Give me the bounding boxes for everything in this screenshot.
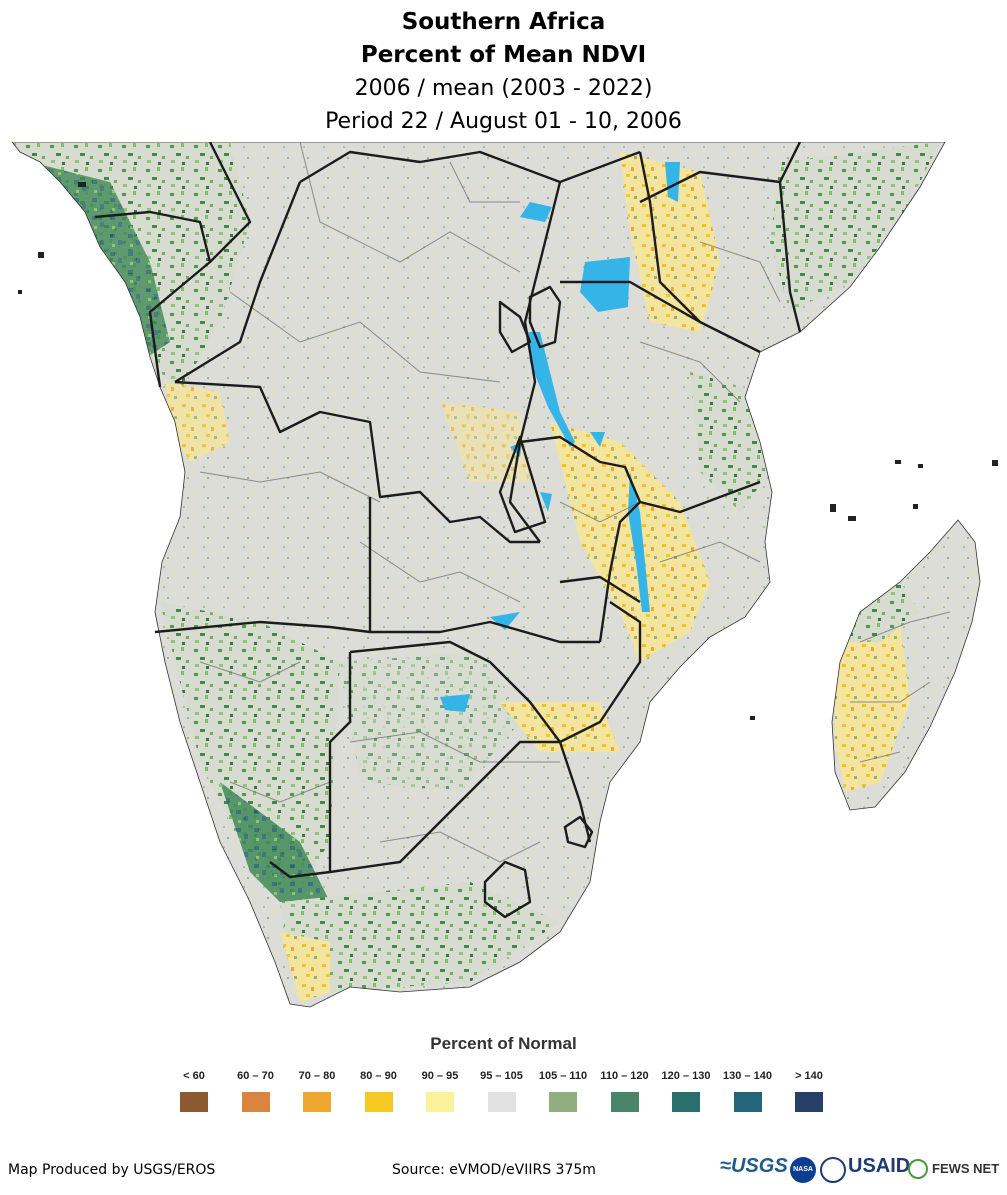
map-title-region: Southern Africa: [401, 9, 606, 35]
map-title-product: Percent of Mean NDVI: [360, 42, 647, 68]
border-kenya-tanzania: [638, 151, 761, 354]
border-zimbabwe-mozambique: [559, 601, 642, 744]
nasa-logo: NASA: [790, 1157, 816, 1183]
legend-title: Percent of Normal: [430, 1034, 577, 1053]
legend-item: 130 – 140: [718, 1068, 778, 1112]
border-botswana-zimbabwe: [349, 640, 561, 743]
ndvi-anomaly-map: [11, 142, 998, 1008]
legend-item: 95 – 105: [472, 1068, 532, 1112]
legend-label: < 60: [183, 1070, 205, 1082]
border-drc-car: [299, 150, 641, 184]
lake-turkana: [665, 162, 680, 202]
madagascar-ndvi-raster: [832, 520, 980, 810]
okavango-delta: [440, 694, 470, 712]
legend-label: 110 – 120: [600, 1070, 649, 1082]
fewsnet-logo: FEWS NET: [932, 1161, 1000, 1176]
border-angola-south: [368, 497, 600, 644]
madagascar-coastline: [831, 519, 981, 811]
legend-item: 110 – 120: [595, 1068, 655, 1112]
legend-label: 120 – 130: [661, 1070, 711, 1082]
border-south-africa-north: [329, 740, 560, 874]
legend-label: 130 – 140: [723, 1070, 772, 1082]
fewsnet-globe-icon: [908, 1159, 928, 1179]
map-subtitle-comparison: 2006 / mean (2003 - 2022): [354, 76, 653, 101]
legend-label: 90 – 95: [421, 1070, 459, 1082]
admin-boundaries: [199, 142, 951, 863]
lakes: [440, 162, 680, 712]
border-angola-drc: [174, 380, 540, 544]
border-namibia-botswana: [269, 652, 352, 879]
border-angola-namibia: [154, 620, 371, 634]
legend-item: 70 – 80: [287, 1068, 347, 1112]
usgs-logo: ≈USGS: [720, 1155, 788, 1177]
lake-rukwa: [590, 432, 605, 447]
partner-logos: ≈USGS NASA USAID FEWS NET: [720, 1155, 1002, 1187]
map-title-block: Southern Africa Percent of Mean NDVI 200…: [0, 6, 1007, 138]
border-lesotho: [483, 860, 532, 919]
border-zambia-drc-pedicle: [498, 435, 547, 534]
legend-item: 60 – 70: [226, 1068, 286, 1112]
lake-kivu: [520, 202, 552, 222]
border-malawi-zambia: [598, 501, 641, 643]
border-uganda-tanzania: [560, 280, 701, 324]
border-sa-mozambique: [558, 741, 592, 843]
usaid-logo: USAID: [848, 1155, 911, 1177]
islands: [18, 182, 998, 720]
lake-kariba: [490, 612, 520, 630]
border-tanzania-south: [519, 435, 761, 514]
legend-item: 80 – 90: [349, 1068, 409, 1112]
legend-item: 105 – 110: [533, 1068, 593, 1112]
border-burundi: [498, 300, 532, 354]
legend-label: 95 – 105: [480, 1070, 523, 1082]
legend-swatch: [549, 1092, 577, 1112]
legend-swatch: [426, 1092, 454, 1112]
legend-item: 120 – 130: [656, 1068, 716, 1112]
legend-swatch: [241, 1092, 270, 1112]
border-zambia-mozambique: [559, 575, 641, 604]
legend-swatch: [733, 1092, 762, 1112]
legend-swatch: [180, 1092, 208, 1112]
border-rwanda-burundi: [528, 285, 562, 349]
legend-label: 70 – 80: [298, 1070, 336, 1082]
legend-swatch: [303, 1092, 331, 1112]
legend-item: 90 – 95: [410, 1068, 470, 1112]
legend-label: 105 – 110: [538, 1070, 588, 1082]
border-cameroon-gabon: [94, 210, 212, 263]
legend-swatch: [795, 1092, 823, 1112]
data-source: Source: eVMOD/eVIIRS 375m: [392, 1162, 596, 1178]
border-eswatini: [563, 815, 594, 849]
legend-swatch: [610, 1092, 639, 1112]
map-subtitle-period: Period 22 / August 01 - 10, 2006: [325, 109, 682, 134]
usaid-seal-icon: [820, 1157, 846, 1183]
map-credit: Map Produced by USGS/EROS: [8, 1162, 216, 1178]
border-congo-drc: [174, 181, 302, 384]
legend-label: 80 – 90: [360, 1070, 397, 1082]
legend-label: > 140: [795, 1070, 823, 1082]
mainland-ndvi-raster: [12, 142, 945, 1007]
lake-bangweulu: [540, 492, 552, 512]
national-borders: [94, 142, 802, 919]
lake-victoria: [580, 257, 630, 312]
lake-tanganyika: [528, 332, 575, 447]
border-drc-east: [508, 181, 562, 543]
legend-label: 60 – 70: [237, 1070, 274, 1082]
border-kenya-ethiopia: [639, 142, 802, 204]
legend-swatch: [672, 1092, 700, 1112]
border-kenya-somalia: [778, 181, 802, 333]
legend-swatch: [487, 1092, 516, 1112]
legend: < 60 60 – 70 70 – 80 80 – 90 90 – 95 95 – 105…: [164, 1068, 844, 1118]
coastline: [11, 142, 946, 1008]
legend-swatch: [364, 1092, 393, 1112]
legend-item: > 140: [779, 1068, 839, 1112]
legend-item: < 60: [164, 1068, 224, 1112]
